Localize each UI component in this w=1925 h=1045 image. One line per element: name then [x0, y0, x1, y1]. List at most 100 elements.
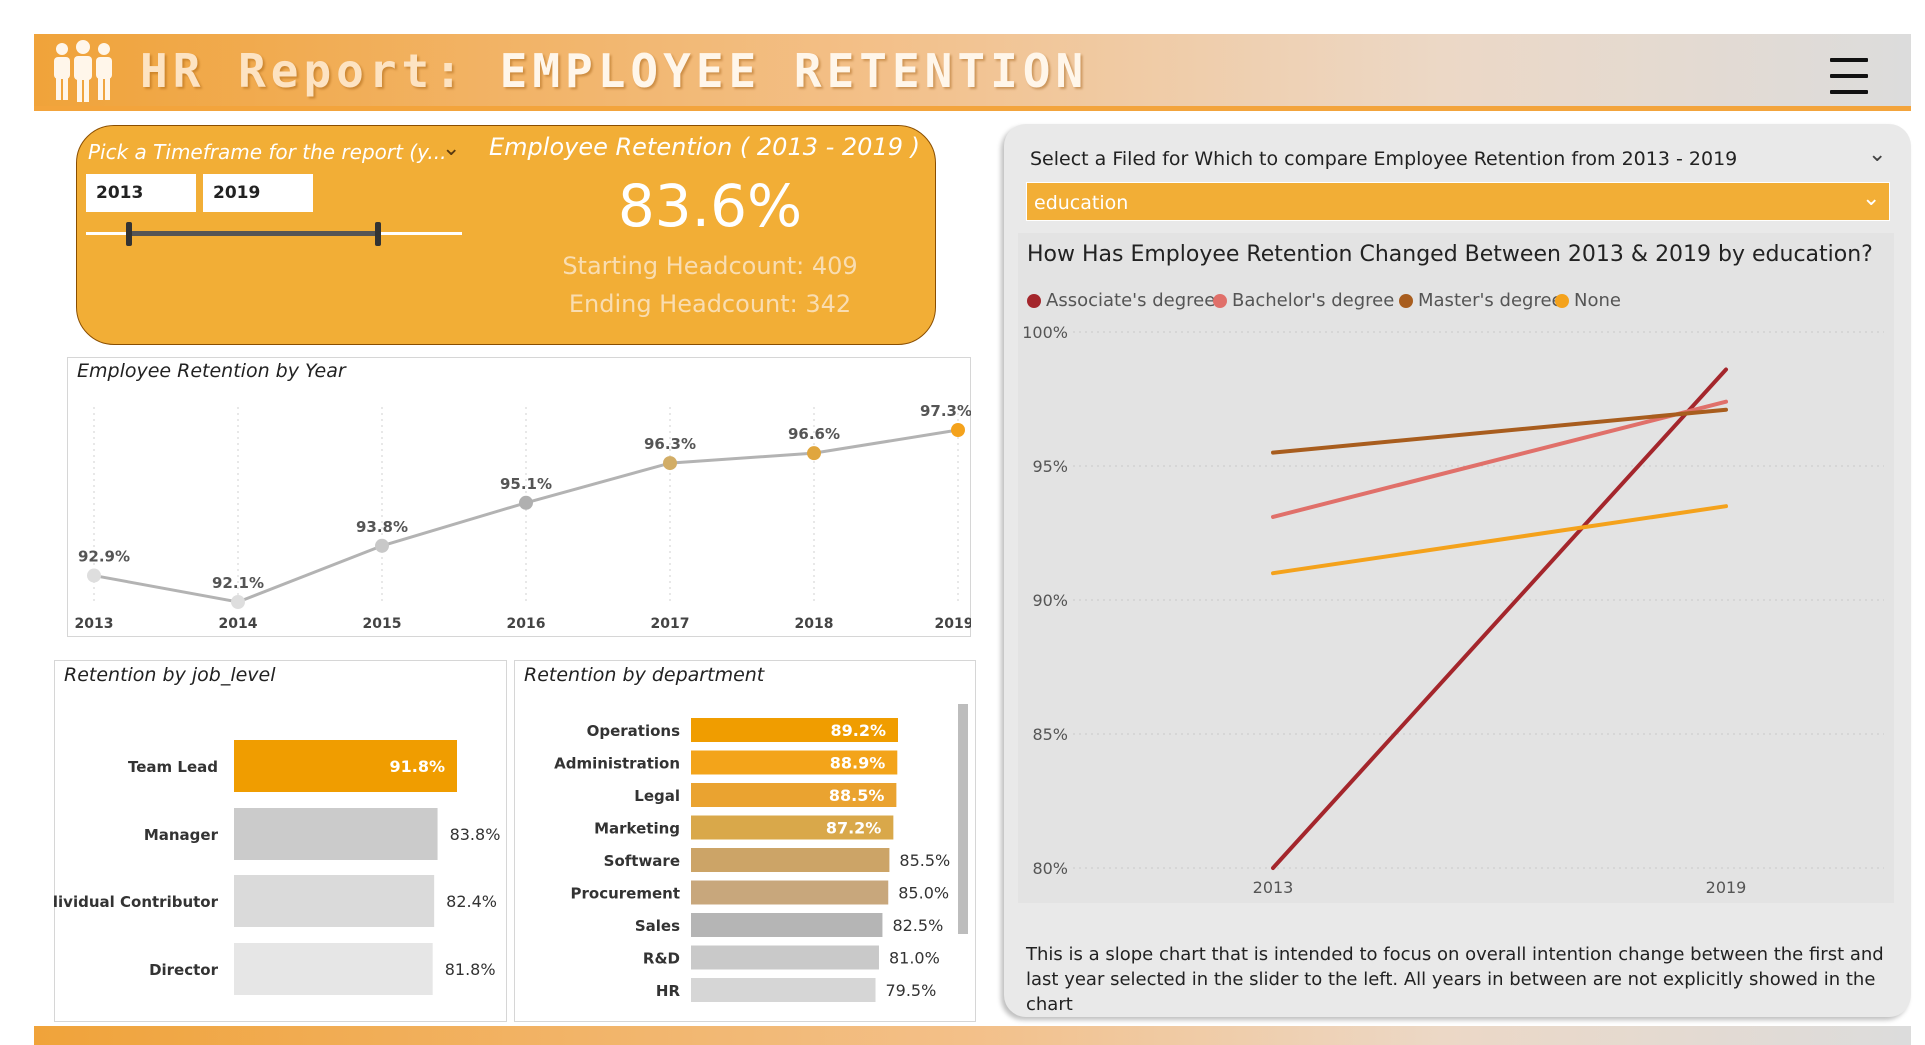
kpi-title: Employee Retention ( 2013 - 2019 ) [489, 133, 920, 161]
department-label: Software [604, 852, 680, 870]
hamburger-icon[interactable] [1830, 58, 1868, 94]
department-value: 81.0% [889, 949, 940, 968]
department-value: 85.5% [899, 851, 950, 870]
job-level-label: Manager [144, 826, 219, 844]
department-bar [691, 913, 883, 937]
slope-series-line [1271, 367, 1728, 870]
department-value: 85.0% [898, 884, 949, 903]
department-title: Retention by department [524, 664, 765, 686]
timeframe-slider-range [127, 231, 377, 236]
slope-y-tick-label: 90% [1032, 591, 1068, 610]
legend-label: Associate's degree [1046, 290, 1216, 311]
retention-data-label: 93.8% [356, 518, 408, 536]
retention-by-year-panel [67, 357, 971, 637]
end-year-input[interactable]: 2019 [203, 174, 313, 212]
report-title: HR Report: EMPLOYEE RETENTION [140, 44, 1088, 98]
year-tick-label: 2018 [795, 616, 834, 632]
slope-chart-description: This is a slope chart that is intended t… [1026, 944, 1884, 1015]
department-label: HR [656, 982, 681, 1000]
job-level-value: 82.4% [446, 892, 497, 911]
department-value: 79.5% [885, 981, 936, 1000]
slope-x-tick-label: 2013 [1253, 878, 1294, 897]
retention-point [375, 538, 389, 553]
slope-x-tick-label: 2019 [1706, 878, 1747, 897]
compare-field-title: Select a Filed for Which to compare Empl… [1030, 148, 1738, 170]
department-label: Administration [554, 755, 680, 773]
retention-point [663, 456, 677, 471]
start-year-input[interactable]: 2013 [86, 174, 196, 212]
job-level-title: Retention by job_level [64, 664, 276, 686]
job-level-label: Individual Contributor [54, 893, 219, 911]
slider-end-handle[interactable] [375, 222, 381, 246]
retention-data-label: 96.3% [644, 435, 696, 453]
job-level-value: 81.8% [445, 960, 496, 979]
retention-by-year-title: Employee Retention by Year [77, 360, 346, 382]
year-tick-label: 2016 [507, 616, 546, 632]
year-tick-label: 2017 [651, 616, 690, 632]
slope-chart-background [1018, 233, 1894, 903]
legend-label: Bachelor's degree [1232, 290, 1395, 311]
legend-item[interactable]: Bachelor's degree [1213, 290, 1394, 311]
legend-label: Master's degree [1418, 290, 1563, 311]
department-value: 82.5% [892, 916, 943, 935]
timeframe-slicer-title: Pick a Timeframe for the report (y... [88, 140, 447, 164]
slope-y-tick-label: 95% [1032, 457, 1068, 476]
retention-point [951, 423, 965, 437]
department-label: Procurement [571, 885, 681, 903]
field-dropdown[interactable] [1026, 182, 1890, 221]
department-label: Sales [635, 917, 680, 935]
slope-series-line [1271, 407, 1728, 455]
department-chart: Operations 89.2% Administration 88.9% Legal 8… [554, 718, 950, 1002]
department-bar [691, 945, 879, 970]
chevron-down-icon[interactable]: ⌄ [1868, 142, 1887, 167]
job-level-chart: Team Lead 91.8% Manager 83.8% Individual Con… [54, 740, 501, 995]
department-label: Legal [634, 787, 680, 805]
slope-y-tick-label: 85% [1032, 725, 1068, 744]
job-level-label: Director [149, 961, 219, 979]
legend-item[interactable]: Associate's degree [1027, 290, 1215, 311]
legend-dot-icon [1399, 293, 1413, 308]
retention-point [519, 495, 533, 510]
legend-dot-icon [1555, 293, 1569, 308]
people-icon [54, 40, 112, 102]
retention-point [807, 446, 821, 461]
year-tick-label: 2013 [75, 616, 114, 632]
department-bar [691, 880, 889, 905]
job-level-label: Team Lead [128, 758, 218, 776]
chevron-down-icon[interactable]: ⌄ [1862, 186, 1881, 211]
legend-dot-icon [1213, 293, 1227, 308]
retention-data-label: 97.3% [920, 402, 971, 420]
kpi-value: 83.6% [617, 172, 803, 240]
slider-start-handle[interactable] [126, 222, 132, 246]
department-value: 89.2% [830, 721, 886, 740]
year-tick-label: 2014 [219, 616, 258, 632]
starting-headcount: Starting Headcount: 409 [562, 252, 858, 280]
ending-headcount: Ending Headcount: 342 [568, 290, 852, 318]
legend-item[interactable]: None [1555, 290, 1621, 311]
retention-by-year-chart: 92.9% 2013 92.1% 2014 93.8% 2015 95.1% 2016 96.3… [75, 402, 971, 632]
legend-dot-icon [1027, 293, 1041, 308]
slope-series-line [1271, 504, 1728, 576]
job-level-value: 83.8% [450, 825, 501, 844]
slope-y-tick-label: 80% [1032, 859, 1068, 878]
year-tick-label: 2015 [363, 616, 402, 632]
retention-data-label: 95.1% [500, 475, 552, 493]
department-scrollbar[interactable] [958, 704, 968, 934]
department-bar [691, 815, 894, 840]
department-value: 88.5% [829, 786, 885, 805]
legend-item[interactable]: Master's degree [1399, 290, 1563, 311]
year-tick-label: 2019 [935, 616, 971, 632]
slope-y-tick-label: 100% [1022, 323, 1068, 342]
department-bar [691, 978, 876, 1002]
retention-point [231, 595, 245, 609]
department-label: Operations [587, 722, 680, 740]
department-bar [691, 718, 898, 742]
chevron-down-icon[interactable]: ⌄ [442, 136, 461, 161]
field-dropdown-value[interactable]: education [1034, 192, 1129, 214]
retention-data-label: 92.9% [78, 548, 130, 566]
footer-bar [34, 1026, 1911, 1045]
retention-point [87, 568, 101, 583]
report-title-main: EMPLOYEE RETENTION [499, 44, 1089, 98]
job-level-bar [234, 943, 433, 995]
report-title-prefix: HR Report: [140, 44, 467, 98]
